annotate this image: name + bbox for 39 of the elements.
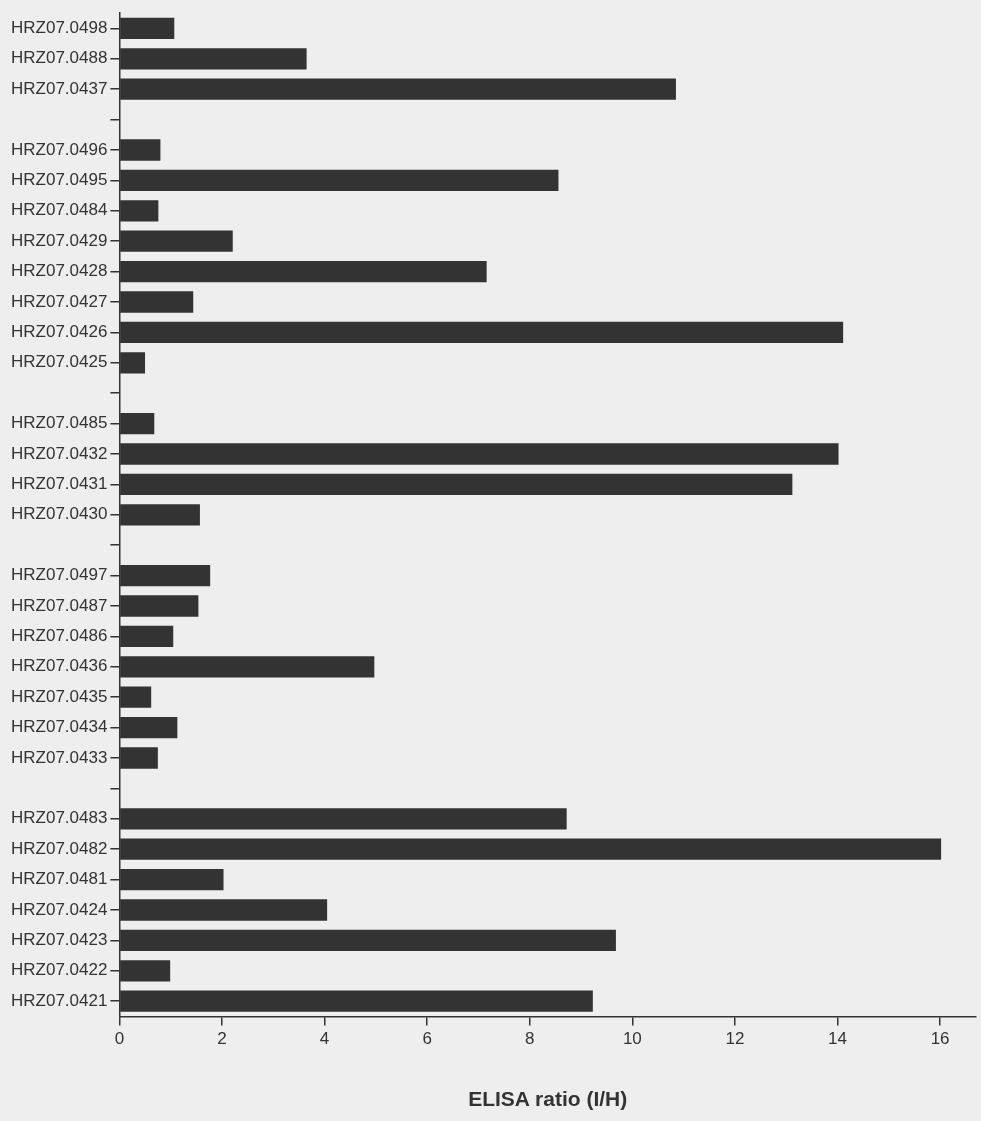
y-tick-label: HRZ07.0421: [11, 990, 108, 1010]
y-tick-label: HRZ07.0482: [11, 838, 108, 858]
y-tick-label: HRZ07.0437: [11, 78, 108, 98]
x-tick-label: 12: [725, 1029, 745, 1049]
x-tick-label: 4: [319, 1029, 330, 1049]
y-tick-label: HRZ07.0436: [11, 656, 108, 676]
y-tick-label: HRZ07.0423: [11, 930, 108, 950]
x-tick-label: 2: [217, 1029, 227, 1049]
y-tick-label: HRZ07.0434: [11, 717, 108, 737]
y-tick-label: HRZ07.0487: [11, 595, 108, 615]
y-tick-label: HRZ07.0485: [11, 413, 108, 433]
x-tick-label: 8: [525, 1029, 535, 1049]
y-tick-label: HRZ07.0496: [11, 139, 108, 159]
y-tick-label: HRZ07.0497: [11, 565, 108, 585]
x-tick-label: 10: [622, 1029, 642, 1049]
x-axis-title: ELISA ratio (I/H): [468, 1087, 628, 1111]
y-tick-label: HRZ07.0498: [11, 18, 108, 38]
y-tick-label: HRZ07.0486: [11, 626, 108, 646]
y-tick-label: HRZ07.0483: [11, 808, 108, 828]
x-tick-label: 6: [422, 1029, 432, 1049]
y-tick-label: HRZ07.0428: [11, 261, 108, 281]
y-tick-label: HRZ07.0429: [11, 230, 108, 250]
y-tick-label: HRZ07.0424: [11, 899, 108, 919]
y-tick-label: HRZ07.0430: [11, 504, 108, 524]
y-tick-label: HRZ07.0433: [11, 747, 108, 767]
y-tick-label: HRZ07.0427: [11, 291, 108, 311]
y-tick-label: HRZ07.0425: [11, 352, 108, 372]
y-tick-label: HRZ07.0484: [11, 200, 108, 220]
y-tick-label: HRZ07.0488: [11, 48, 108, 68]
y-tick-label: HRZ07.0431: [11, 474, 108, 494]
x-tick-label: 16: [930, 1029, 950, 1049]
y-tick-label: HRZ07.0481: [11, 869, 108, 889]
x-tick-label: 0: [114, 1029, 125, 1049]
y-tick-label: HRZ07.0435: [11, 686, 108, 706]
y-tick-label: HRZ07.0426: [11, 322, 108, 342]
x-tick-label: 14: [828, 1029, 847, 1049]
y-tick-label: HRZ07.0422: [11, 960, 108, 980]
y-tick-label: HRZ07.0432: [11, 443, 108, 463]
y-tick-label: HRZ07.0495: [11, 170, 108, 190]
